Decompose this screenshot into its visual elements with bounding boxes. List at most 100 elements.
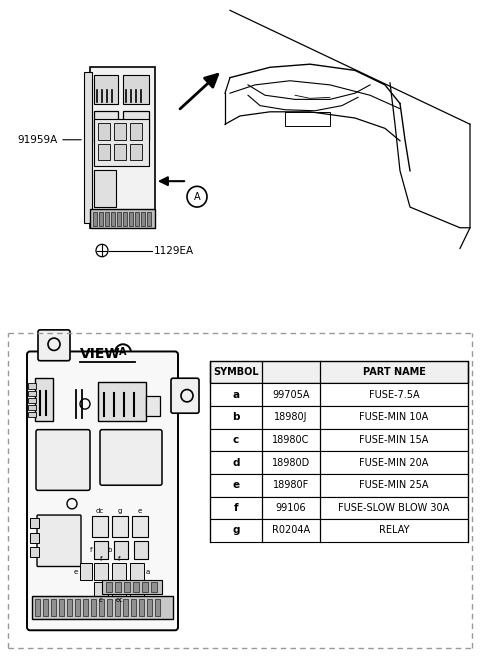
Text: f: f [100, 556, 102, 562]
FancyBboxPatch shape [100, 430, 162, 485]
FancyBboxPatch shape [171, 379, 199, 413]
Bar [28, 383, 36, 388]
Text: dc: dc [96, 508, 104, 514]
Bar [35, 379, 53, 421]
Bar [124, 582, 130, 592]
Text: FUSE-MIN 10A: FUSE-MIN 10A [360, 413, 429, 422]
Text: g: g [118, 508, 122, 514]
Text: e: e [74, 569, 78, 575]
Bar [99, 213, 103, 226]
Bar [114, 144, 126, 161]
Bar [94, 119, 149, 165]
Bar [139, 600, 144, 616]
FancyBboxPatch shape [36, 430, 90, 490]
Bar [130, 144, 142, 161]
Bar [210, 406, 468, 428]
Text: 99106: 99106 [276, 503, 306, 513]
Bar [80, 564, 92, 580]
Text: A: A [119, 348, 127, 358]
Bar [90, 209, 155, 228]
Text: A: A [194, 192, 200, 201]
Bar [94, 75, 118, 104]
Bar [94, 582, 108, 596]
Bar [91, 600, 96, 616]
Bar [130, 564, 144, 580]
Bar [99, 600, 104, 616]
Text: 1129EA: 1129EA [154, 245, 194, 256]
Bar [43, 600, 48, 616]
Text: e: e [232, 480, 240, 490]
Text: cc: cc [115, 598, 123, 604]
Bar [142, 582, 148, 592]
Bar [94, 111, 118, 142]
Text: 18980D: 18980D [272, 458, 310, 468]
Bar [146, 396, 160, 417]
Text: f: f [234, 503, 238, 513]
Text: 18980C: 18980C [272, 435, 310, 445]
Bar [30, 533, 39, 543]
Text: c: c [99, 598, 103, 604]
Bar [141, 213, 145, 226]
Bar [30, 547, 39, 557]
Bar [94, 541, 108, 560]
Bar [84, 72, 92, 222]
Text: f: f [89, 547, 92, 553]
FancyBboxPatch shape [37, 515, 81, 567]
Bar [102, 580, 162, 594]
Bar [107, 600, 112, 616]
Text: 18980F: 18980F [273, 480, 309, 490]
Bar [132, 516, 148, 537]
Bar [35, 600, 40, 616]
Text: c: c [233, 435, 239, 445]
Text: 91959A: 91959A [18, 134, 58, 145]
FancyBboxPatch shape [38, 330, 70, 361]
Bar [123, 111, 149, 140]
Bar [133, 582, 139, 592]
Bar [134, 541, 148, 560]
Text: b: b [108, 547, 112, 553]
Bar [123, 75, 149, 104]
Bar [147, 600, 152, 616]
Text: RELAY: RELAY [379, 525, 409, 535]
Bar [112, 516, 128, 537]
Bar [112, 564, 126, 580]
Text: FUSE-MIN 20A: FUSE-MIN 20A [360, 458, 429, 468]
Bar [147, 213, 151, 226]
Bar [94, 564, 108, 580]
Bar [106, 582, 112, 592]
Bar [135, 213, 139, 226]
Bar [210, 383, 468, 406]
Bar [28, 405, 36, 410]
Text: FUSE-MIN 25A: FUSE-MIN 25A [359, 480, 429, 490]
Bar [112, 582, 126, 596]
Bar [28, 412, 36, 417]
Bar [210, 474, 468, 497]
Bar [114, 541, 128, 560]
Text: a: a [232, 390, 240, 400]
Bar [32, 596, 173, 619]
Text: 99705A: 99705A [272, 390, 310, 400]
Text: VIEW: VIEW [80, 348, 120, 361]
Bar [115, 582, 121, 592]
Bar [131, 600, 136, 616]
Bar [98, 123, 110, 140]
Bar [155, 600, 160, 616]
Text: FUSE-7.5A: FUSE-7.5A [369, 390, 420, 400]
Bar [30, 518, 39, 529]
Text: d: d [232, 458, 240, 468]
Text: FUSE-SLOW BLOW 30A: FUSE-SLOW BLOW 30A [338, 503, 450, 513]
Bar [94, 170, 116, 207]
Bar [75, 600, 80, 616]
Bar [210, 428, 468, 451]
Text: g: g [232, 525, 240, 535]
Bar [105, 213, 109, 226]
Bar [92, 516, 108, 537]
Bar [90, 68, 155, 228]
Bar [59, 600, 64, 616]
Bar [98, 382, 146, 421]
Text: f: f [118, 556, 120, 562]
Text: 18980J: 18980J [274, 413, 308, 422]
Bar [285, 112, 330, 127]
Text: a: a [146, 569, 150, 575]
Bar [114, 123, 126, 140]
